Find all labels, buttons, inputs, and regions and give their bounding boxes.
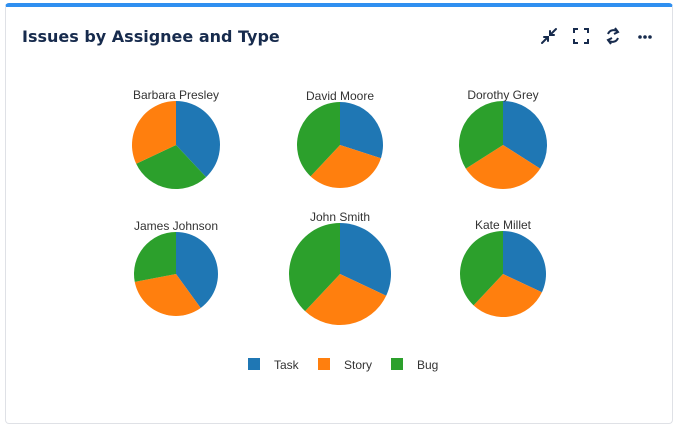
widget-title: Issues by Assignee and Type [22, 27, 280, 46]
fullscreen-icon [573, 28, 589, 44]
pie-5: John Smith [289, 210, 391, 325]
legend-swatch [318, 358, 330, 370]
fullscreen-button[interactable] [570, 25, 592, 47]
pie-label: John Smith [310, 210, 370, 224]
legend-item-story[interactable]: Story [318, 358, 372, 372]
legend-label: Story [344, 358, 372, 372]
pie-slice-task[interactable] [176, 101, 221, 178]
pie-slice-story[interactable] [473, 274, 542, 317]
legend-item-task[interactable]: Task [248, 358, 300, 372]
legend-swatch [391, 358, 403, 370]
pie-slice-task[interactable] [176, 232, 218, 308]
pie-slice-bug[interactable] [289, 223, 340, 312]
pie-4: James Johnson [134, 219, 218, 316]
pie-3: Dorothy Grey [459, 88, 547, 190]
pie-slice-story[interactable] [132, 101, 176, 164]
collapse-icon [541, 28, 557, 44]
more-icon [638, 35, 652, 39]
pie-label: David Moore [306, 89, 374, 103]
pie-slice-story[interactable] [465, 145, 541, 190]
pie-slice-task[interactable] [503, 101, 547, 169]
pie-slice-story[interactable] [310, 145, 381, 189]
collapse-button[interactable] [538, 25, 560, 47]
pie-slice-task[interactable] [340, 223, 391, 296]
pie-slice-bug[interactable] [460, 231, 503, 306]
legend-swatch [248, 358, 260, 370]
legend-label: Task [274, 358, 300, 372]
widget-toolbar [538, 25, 656, 47]
more-button[interactable] [634, 25, 656, 47]
legend-item-bug[interactable]: Bug [391, 358, 438, 372]
pie-label: Barbara Presley [133, 88, 219, 102]
legend-label: Bug [417, 358, 438, 372]
pie-2: David Moore [296, 89, 383, 189]
pie-label: James Johnson [134, 219, 218, 233]
refresh-button[interactable] [602, 25, 624, 47]
pie-slice-story[interactable] [134, 274, 201, 316]
chart-legend: Task Story Bug [248, 358, 438, 372]
pie-slice-bug[interactable] [296, 102, 340, 177]
pie-slice-bug[interactable] [134, 232, 176, 282]
pie-slice-story[interactable] [305, 274, 387, 325]
pie-label: Dorothy Grey [467, 88, 538, 102]
pie-slice-task[interactable] [503, 231, 546, 293]
pie-slice-bug[interactable] [459, 101, 503, 169]
pie-label: Kate Millet [475, 218, 532, 232]
pie-1: Barbara Presley [132, 88, 221, 190]
refresh-icon [606, 27, 620, 45]
pie-6: Kate Millet [460, 218, 546, 317]
dashboard-widget: Issues by Assignee and Type [5, 3, 673, 424]
pie-slice-task[interactable] [340, 101, 383, 159]
pie-slice-bug[interactable] [136, 145, 207, 190]
